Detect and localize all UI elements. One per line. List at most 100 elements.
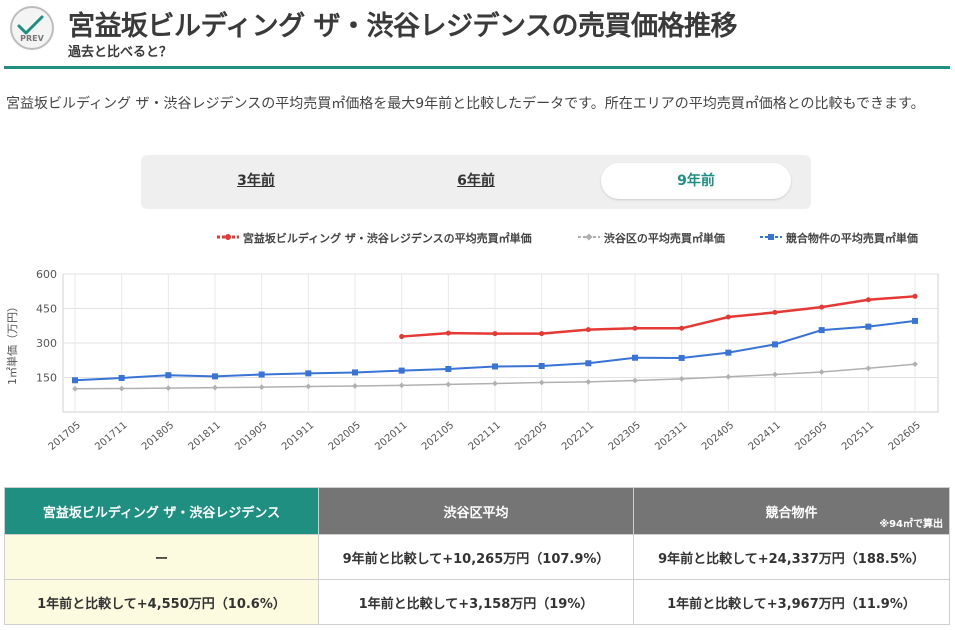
legend-label-ward: 渋谷区の平均売買㎡単価 bbox=[603, 232, 725, 245]
table-cell: ー bbox=[4, 534, 319, 580]
header-divider bbox=[4, 66, 950, 69]
page-header: PREV 宮益坂ビルディング ザ・渋谷レジデンスの売買価格推移 過去と比べると？ bbox=[0, 0, 955, 70]
x-tick-label: 202605 bbox=[887, 420, 923, 453]
page-title: 宮益坂ビルディング ザ・渋谷レジデンスの売買価格推移 bbox=[68, 11, 737, 42]
x-tick-label: 201811 bbox=[187, 420, 223, 453]
chart-legend: 宮益坂ビルディング ザ・渋谷レジデンスの平均売買㎡単価 渋谷区の平均売買㎡単価 … bbox=[0, 230, 935, 252]
data-point-1 bbox=[258, 384, 265, 390]
x-tick-label: 202505 bbox=[793, 420, 829, 453]
data-point-2 bbox=[632, 354, 638, 361]
data-point-2 bbox=[585, 360, 592, 367]
data-point-0 bbox=[445, 330, 451, 336]
tab-9-years[interactable]: 9年前 bbox=[601, 163, 791, 199]
price-trend-chart: 150 300 450 600 201705 201711 201805 201811 2019… bbox=[5, 268, 939, 453]
prev-icon[interactable]: PREV bbox=[8, 4, 56, 52]
table-cell: 9年前と比較して+24,337万円（188.5%） bbox=[633, 534, 950, 580]
data-point-2 bbox=[398, 367, 405, 374]
data-point-2 bbox=[818, 327, 825, 334]
data-point-0 bbox=[492, 331, 498, 337]
data-point-1 bbox=[865, 365, 872, 372]
page-subtitle: 過去と比べると？ bbox=[68, 45, 173, 60]
x-tick-label: 202011 bbox=[373, 420, 409, 453]
x-tick-label: 201805 bbox=[140, 420, 176, 453]
data-point-1 bbox=[912, 361, 918, 367]
data-point-0 bbox=[865, 297, 871, 303]
x-tick-label: 202305 bbox=[607, 420, 643, 453]
data-point-0 bbox=[399, 334, 405, 340]
table-cell: 1年前と比較して+3,158万円（19%） bbox=[318, 579, 634, 625]
period-tabs: 3年前 6年前 9年前 bbox=[141, 155, 811, 209]
data-point-0 bbox=[725, 314, 731, 320]
data-point-1 bbox=[118, 385, 125, 392]
data-point-2 bbox=[258, 371, 265, 378]
data-point-2 bbox=[865, 323, 872, 330]
data-point-2 bbox=[678, 354, 685, 361]
data-point-1 bbox=[818, 369, 825, 375]
data-point-1 bbox=[632, 377, 638, 384]
data-point-1 bbox=[725, 373, 732, 380]
x-tick-label: 201911 bbox=[280, 420, 316, 453]
legend-item-building[interactable]: 宮益坂ビルディング ザ・渋谷レジデンスの平均売買㎡単価 bbox=[217, 230, 532, 246]
y-axis-label: 1㎡単価（万円） bbox=[5, 301, 19, 385]
x-tick-label: 202211 bbox=[560, 420, 596, 453]
table-row: 1年前と比較して+4,550万円（10.6%） 1年前と比較して+3,158万円… bbox=[4, 579, 950, 625]
x-tick-label: 202405 bbox=[700, 420, 736, 453]
y-tick-label: 450 bbox=[36, 303, 57, 316]
legend-label-competitor: 競合物件の平均売買㎡単価 bbox=[785, 232, 918, 245]
data-point-1 bbox=[212, 384, 218, 391]
data-point-2 bbox=[725, 349, 732, 356]
data-point-1 bbox=[772, 371, 778, 378]
x-tick-label: 202205 bbox=[513, 420, 549, 453]
x-tick-label: 202005 bbox=[327, 420, 363, 453]
data-point-1 bbox=[678, 376, 685, 382]
tab-3-years[interactable]: 3年前 bbox=[237, 173, 275, 189]
data-point-1 bbox=[445, 381, 452, 388]
legend-marker-ward bbox=[578, 233, 600, 241]
table-header-ward: 渋谷区平均 bbox=[318, 487, 634, 535]
calc-note: ※94㎡で算出 bbox=[879, 519, 943, 530]
data-point-2 bbox=[538, 363, 545, 369]
legend-label-building: 宮益坂ビルディング ザ・渋谷レジデンスの平均売買㎡単価 bbox=[242, 232, 532, 245]
data-point-1 bbox=[492, 380, 498, 387]
table-header-competitor: 競合物件 ※94㎡で算出 bbox=[633, 487, 950, 535]
data-point-2 bbox=[72, 377, 78, 384]
x-tick-label: 202511 bbox=[840, 420, 876, 453]
data-point-1 bbox=[585, 379, 592, 385]
data-point-2 bbox=[912, 317, 918, 324]
intro-text: 宮益坂ビルディング ザ・渋谷レジデンスの平均売買㎡価格を最大9年前と比較したデー… bbox=[6, 96, 925, 112]
data-point-2 bbox=[305, 370, 312, 377]
legend-marker-competitor bbox=[760, 234, 782, 240]
data-point-0 bbox=[772, 309, 778, 315]
data-point-2 bbox=[772, 341, 778, 348]
data-point-1 bbox=[398, 382, 405, 389]
table-header-competitor-label: 競合物件 bbox=[765, 505, 818, 521]
table-cell: 9年前と比較して+10,265万円（107.9%） bbox=[318, 534, 634, 580]
data-point-0 bbox=[912, 293, 918, 299]
x-tick-label: 201711 bbox=[93, 420, 129, 453]
data-point-2 bbox=[118, 374, 125, 381]
table-cell: 1年前と比較して+4,550万円（10.6%） bbox=[4, 579, 319, 625]
data-point-0 bbox=[585, 327, 591, 333]
x-tick-label: 202105 bbox=[420, 420, 456, 453]
data-point-2 bbox=[165, 372, 172, 379]
x-tick-label: 202111 bbox=[467, 420, 503, 453]
table-row: ー 9年前と比較して+10,265万円（107.9%） 9年前と比較して+24,… bbox=[4, 534, 950, 580]
x-tick-label: 202411 bbox=[747, 420, 783, 453]
legend-marker-building bbox=[217, 234, 239, 240]
legend-item-competitor[interactable]: 競合物件の平均売買㎡単価 bbox=[760, 230, 918, 246]
data-point-2 bbox=[492, 363, 498, 370]
data-point-0 bbox=[632, 325, 638, 331]
comparison-table: 宮益坂ビルディング ザ・渋谷レジデンス 渋谷区平均 競合物件 ※94㎡で算出 ー… bbox=[4, 487, 950, 625]
x-tick-label: 202311 bbox=[653, 420, 689, 453]
x-tick-label: 201705 bbox=[47, 420, 83, 453]
data-point-0 bbox=[819, 304, 825, 310]
tab-6-years[interactable]: 6年前 bbox=[457, 173, 495, 189]
y-tick-label: 300 bbox=[36, 337, 57, 350]
data-point-1 bbox=[305, 383, 312, 390]
y-tick-label: 150 bbox=[36, 372, 57, 385]
x-tick-label: 201905 bbox=[233, 420, 269, 453]
legend-item-ward[interactable]: 渋谷区の平均売買㎡単価 bbox=[578, 230, 725, 246]
data-point-2 bbox=[445, 365, 452, 372]
data-point-2 bbox=[212, 373, 218, 380]
data-point-1 bbox=[72, 385, 78, 392]
